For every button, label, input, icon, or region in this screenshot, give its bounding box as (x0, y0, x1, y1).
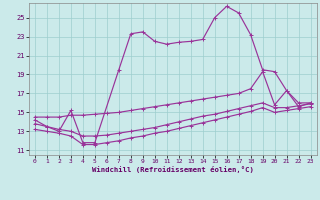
X-axis label: Windchill (Refroidissement éolien,°C): Windchill (Refroidissement éolien,°C) (92, 166, 254, 173)
